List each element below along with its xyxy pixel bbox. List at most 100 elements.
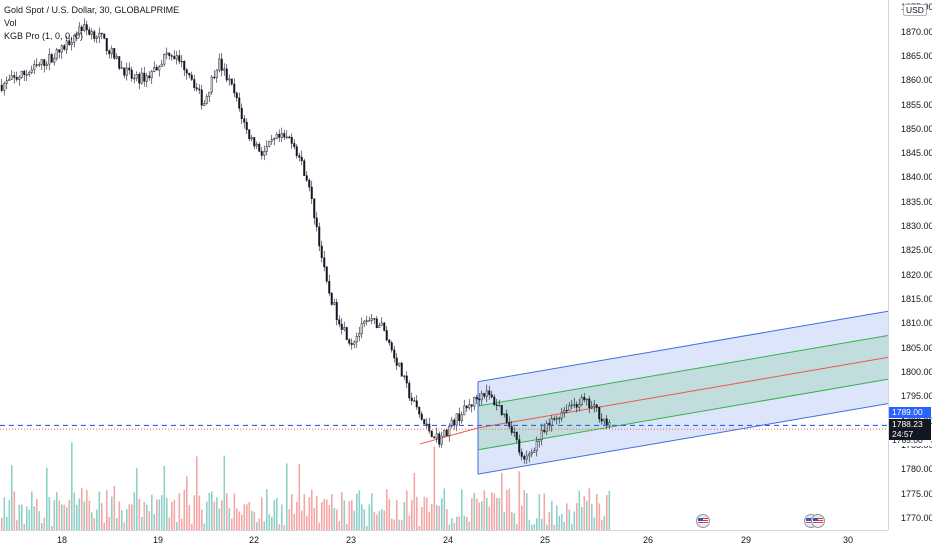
candle-body	[240, 107, 243, 120]
candle-body	[493, 396, 496, 406]
volume-bar	[281, 504, 283, 530]
volume-bar	[521, 505, 523, 530]
volume-bar	[341, 492, 343, 530]
volume-bar	[23, 523, 26, 530]
candle-body	[90, 31, 93, 35]
volume-bar	[183, 489, 186, 530]
candle-body	[168, 52, 171, 56]
candle-body	[300, 156, 303, 161]
volume-bar	[301, 510, 303, 530]
volume-bar	[128, 504, 131, 530]
volume-bar	[98, 491, 101, 530]
candle-body	[415, 400, 418, 408]
candle-body	[443, 429, 446, 437]
volume-bar	[6, 516, 8, 530]
volume-bar	[566, 503, 568, 530]
candle-body	[30, 69, 33, 73]
candle-body	[413, 400, 416, 402]
us-flag-event-icon[interactable]	[811, 514, 825, 528]
volume-legend[interactable]: Vol	[4, 17, 17, 30]
candle-body	[595, 404, 598, 408]
volume-bar	[418, 525, 421, 530]
volume-bar	[191, 523, 193, 530]
candle-body	[250, 137, 253, 140]
volume-bar	[458, 516, 461, 530]
candle-body	[263, 151, 266, 156]
candlestick-chart[interactable]	[0, 0, 888, 530]
candle-body	[268, 140, 271, 147]
volume-bar	[333, 507, 336, 530]
candle-body	[430, 430, 433, 438]
volume-bar	[161, 495, 163, 530]
volume-bar	[563, 521, 566, 530]
candle-body	[600, 418, 603, 422]
candle-body	[190, 74, 193, 80]
candle-body	[223, 68, 226, 71]
volume-bar	[608, 490, 611, 530]
volume-bar	[21, 504, 23, 530]
candle-body	[590, 406, 593, 408]
candle-body	[370, 318, 373, 321]
price-tick-label: 1810.00	[901, 318, 932, 329]
candle-body	[218, 58, 221, 71]
time-tick-label: 18	[56, 535, 68, 545]
candle-body	[575, 404, 578, 408]
us-flag-event-icon[interactable]	[696, 514, 710, 528]
price-tick-label: 1805.00	[901, 342, 932, 353]
time-axis[interactable]: 18 19 22 23 24 25 26 29 30	[0, 530, 888, 551]
indicator-legend[interactable]: KGB Pro (1, 0, 0, 0)	[4, 30, 83, 43]
candle-body	[238, 97, 241, 109]
candle-body	[550, 418, 553, 426]
volume-bar	[511, 511, 513, 530]
candle-body	[380, 322, 383, 326]
volume-bar	[513, 513, 516, 530]
price-axis[interactable]: 1875.001870.001865.001860.001855.001850.…	[888, 0, 932, 530]
candle-body	[135, 74, 138, 79]
volume-bar	[113, 486, 116, 530]
candle-body	[498, 404, 501, 407]
candle-body	[345, 327, 348, 340]
volume-bar	[296, 501, 298, 530]
candle-body	[208, 91, 211, 97]
volume-bar	[303, 494, 306, 530]
volume-bar	[453, 522, 456, 530]
volume-bar	[316, 495, 318, 530]
volume-bar	[288, 509, 291, 530]
candle-body	[515, 431, 518, 440]
candle-body	[438, 433, 441, 445]
candle-body	[340, 323, 343, 330]
volume-bar	[46, 467, 48, 530]
volume-bar	[286, 463, 288, 530]
chart-pane[interactable]: Gold Spot / U.S. Dollar, 30, GLOBALPRIME…	[0, 0, 888, 530]
candle-body	[158, 66, 161, 71]
candle-body	[538, 439, 541, 442]
volume-bar	[411, 500, 413, 530]
candle-body	[25, 74, 28, 76]
volume-bar	[243, 504, 246, 530]
candle-body	[13, 75, 16, 78]
candle-body	[108, 50, 111, 55]
candle-body	[350, 343, 353, 345]
volume-bar	[136, 468, 138, 530]
volume-bar	[391, 518, 393, 530]
volume-bar	[31, 491, 33, 530]
candle-body	[75, 33, 78, 36]
volume-bar	[278, 524, 281, 530]
volume-bar	[473, 492, 476, 530]
volume-bar	[88, 500, 91, 530]
candle-body	[355, 335, 358, 343]
volume-bar	[298, 464, 301, 530]
candle-body	[68, 40, 71, 46]
symbol-legend[interactable]: Gold Spot / U.S. Dollar, 30, GLOBALPRIME	[4, 4, 179, 17]
candle-body	[55, 49, 58, 59]
volume-bar	[76, 504, 78, 530]
candle-body	[243, 118, 246, 123]
volume-bar	[488, 506, 491, 530]
volume-bar	[291, 494, 293, 530]
price-tick-label: 1870.00	[901, 26, 932, 37]
currency-selector[interactable]: USD	[903, 4, 927, 16]
volume-histogram	[1, 442, 611, 530]
candle-body	[120, 67, 123, 69]
volume-bar	[368, 504, 371, 530]
candle-body	[348, 339, 351, 344]
